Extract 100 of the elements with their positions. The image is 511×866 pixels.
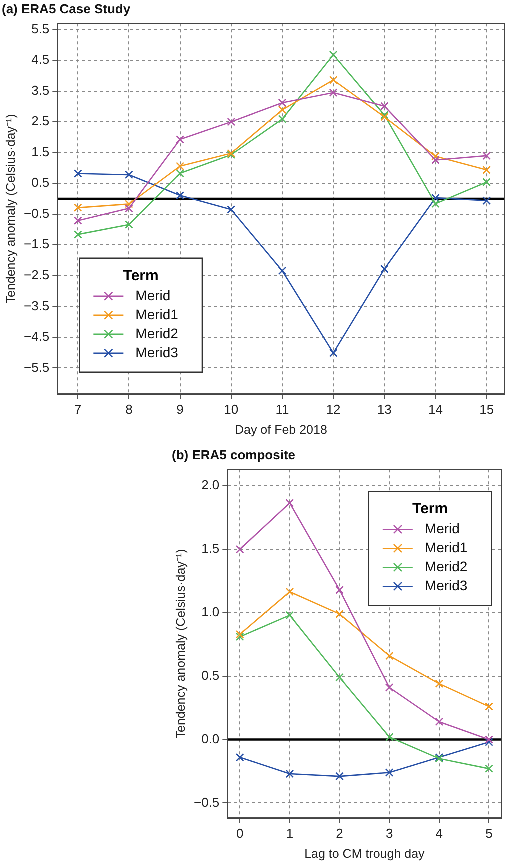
legend-label: Merid3 [424,577,468,594]
x-axis-title: Day of Feb 2018 [234,422,328,437]
point [385,768,394,777]
point [435,718,444,726]
point [74,230,82,239]
point [286,499,294,508]
point [329,88,338,98]
x-tick-label: 2 [336,826,344,841]
y-tick-label: −3.5 [24,298,50,314]
point [485,738,494,746]
point [432,194,440,202]
point [74,216,82,226]
point [236,630,244,639]
point [482,178,492,187]
x-tick-label: 8 [126,402,133,417]
point [286,611,294,620]
point [380,264,389,274]
y-tick-label: −2.5 [24,268,50,283]
legend-label: Merid1 [136,306,179,322]
point [485,764,494,774]
x-tick-label: 15 [480,402,494,417]
y-tick-label: 1.5 [32,144,50,160]
x-tick-label: 4 [436,826,444,841]
point [435,680,444,688]
point [432,152,440,161]
point [432,156,440,164]
point [278,115,287,124]
point [336,673,344,682]
point [236,753,244,762]
y-tick-label: 4.5 [32,52,50,68]
y-tick-label: −0.5 [24,206,50,221]
point [286,588,294,596]
point [385,652,394,660]
x-tick-label: 12 [326,402,341,417]
point [329,50,338,60]
point [482,152,492,160]
point [329,348,338,358]
x-tick-label: 1 [286,826,294,841]
point [176,162,184,171]
y-tick-label: 1.5 [202,541,220,556]
point [125,200,134,208]
point [380,102,389,111]
x-tick-label: 0 [236,826,244,841]
y-tick-label: 2.5 [32,114,50,129]
x-tick-label: 3 [386,826,394,841]
x-tick-label: 7 [74,402,82,417]
point [74,170,82,178]
point [176,191,184,200]
point [482,196,492,206]
point [329,76,338,84]
legend-title: Term [123,268,159,285]
point [227,206,236,214]
y-axis-title: Tendency anomaly (Celsius·day⁻¹) [174,549,188,739]
point [236,632,244,642]
y-tick-label: −5.5 [24,360,50,375]
point [278,266,287,276]
point [227,118,236,126]
point [336,772,344,781]
y-tick-label: 3.5 [32,82,50,98]
point [125,170,134,180]
point [125,204,134,213]
x-tick-label: 9 [176,402,184,417]
point [336,610,344,618]
x-axis-title: Lag to CM trough day [304,846,426,861]
chart-title: (a) ERA5 Case Study [2,1,132,16]
x-tick-label: 11 [276,402,290,417]
point [385,684,394,692]
point [125,220,134,230]
y-tick-label: 5.5 [32,21,50,36]
y-axis-title: Tendency anomaly (Celsius·day⁻¹) [4,114,18,304]
y-tick-label: 0.5 [202,668,220,683]
y-tick-label: −1.5 [24,236,50,252]
chart-title: (b) ERA5 composite [172,447,296,462]
legend-label: Merid [136,287,171,304]
y-tick-label: −4.5 [24,329,50,344]
y-tick-label: 0.0 [202,731,220,746]
point [278,106,287,114]
x-tick-label: 13 [377,402,392,417]
point [385,733,394,742]
x-tick-label: 14 [428,402,443,417]
point [485,736,494,744]
y-tick-label: 1.0 [202,604,220,620]
legend-label: Merid [424,520,460,536]
point [236,545,244,554]
point [336,586,344,594]
point [74,204,82,212]
y-tick-label: 2.0 [202,478,220,493]
y-tick-label: −0.5 [194,794,220,810]
legend-title: Term [412,500,448,518]
point [176,169,184,178]
x-tick-label: 10 [224,402,239,417]
point [482,166,492,174]
point [286,770,294,778]
legend-label: Merid1 [424,539,468,556]
point [278,98,287,108]
point [432,200,440,208]
legend-label: Merid2 [424,558,468,574]
x-tick-label: 5 [486,826,493,841]
point [485,702,494,711]
y-tick-label: 0.5 [32,175,50,190]
